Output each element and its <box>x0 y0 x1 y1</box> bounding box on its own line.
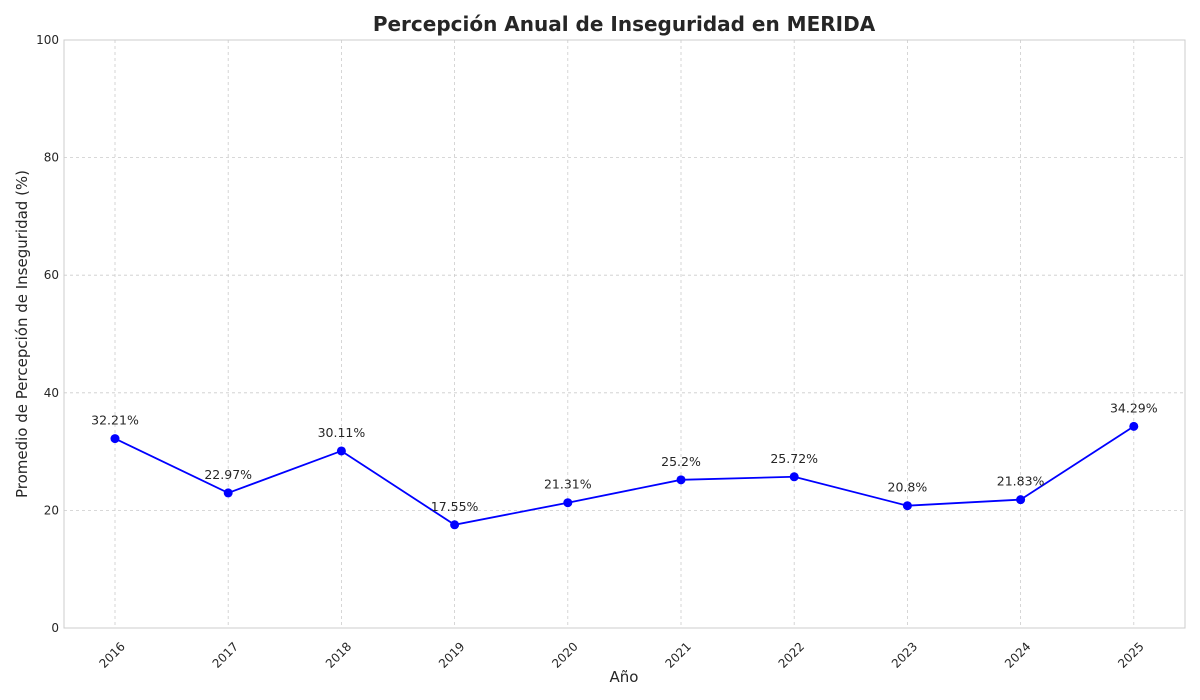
y-tick-label: 20 <box>44 503 59 517</box>
x-tick-label: 2022 <box>776 639 807 670</box>
x-tick-label: 2019 <box>436 639 467 670</box>
data-label: 32.21% <box>91 413 139 428</box>
x-tick-label: 2020 <box>549 639 580 670</box>
y-tick-label: 40 <box>44 386 59 400</box>
y-axis-ticks: 0 20 40 60 80 100 <box>36 33 59 635</box>
x-axis-ticks: 2016 2017 2018 2019 2020 2021 2022 2023 2024 2025 <box>96 639 1146 670</box>
data-point <box>223 488 233 498</box>
data-label: 25.2% <box>661 454 701 469</box>
x-tick-label: 2017 <box>210 639 241 670</box>
data-point <box>676 475 686 485</box>
grid <box>64 39 1185 629</box>
x-tick-label: 2025 <box>1115 639 1146 670</box>
data-label: 17.55% <box>431 499 479 514</box>
y-tick-label: 80 <box>44 151 59 165</box>
data-point <box>789 472 799 482</box>
data-point <box>450 520 460 530</box>
data-label: 21.83% <box>997 474 1045 489</box>
x-tick-label: 2023 <box>889 639 920 670</box>
data-point <box>110 434 120 444</box>
x-tick-label: 2024 <box>1002 639 1033 670</box>
data-label: 20.8% <box>888 480 928 495</box>
y-axis-label: Promedio de Percepción de Inseguridad (%… <box>13 170 31 498</box>
x-tick-label: 2018 <box>323 639 354 670</box>
data-label: 25.72% <box>770 451 818 466</box>
data-point <box>1129 421 1139 431</box>
data-label: 22.97% <box>204 467 252 482</box>
data-point <box>336 446 346 456</box>
x-tick-label: 2016 <box>96 639 127 670</box>
plot-frame <box>63 39 1186 629</box>
data-point <box>1016 495 1026 505</box>
x-tick-label: 2021 <box>662 639 693 670</box>
data-point <box>563 498 573 508</box>
series-line <box>114 425 1135 526</box>
data-label: 34.29% <box>1110 400 1158 415</box>
data-labels: 32.21% 22.97% 30.11% 17.55% 21.31% 25.2% 25.72… <box>91 400 1158 513</box>
data-label: 30.11% <box>318 425 366 440</box>
x-axis-label: Año <box>610 668 639 686</box>
y-tick-label: 60 <box>44 268 59 282</box>
y-tick-label: 0 <box>51 621 59 635</box>
data-point <box>902 501 912 511</box>
data-label: 21.31% <box>544 477 592 492</box>
y-tick-label: 100 <box>36 33 59 47</box>
series-layer <box>110 421 1139 530</box>
chart-title: Percepción Anual de Inseguridad en MERID… <box>373 12 876 36</box>
